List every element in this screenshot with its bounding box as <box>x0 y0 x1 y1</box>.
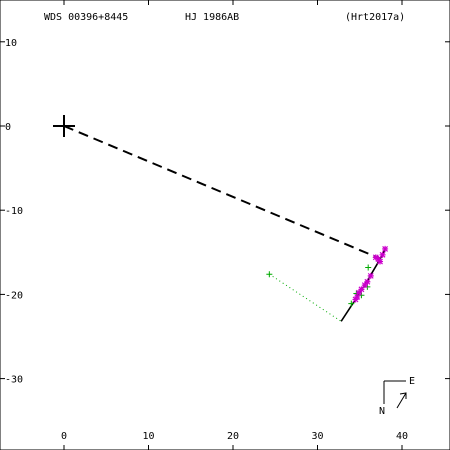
magenta-observation <box>364 278 371 285</box>
observation-marks <box>53 115 389 307</box>
compass-north-label: N <box>379 406 385 417</box>
magenta-observation <box>355 289 362 296</box>
magenta-observation <box>361 282 368 289</box>
y-tick-label: -30 <box>5 375 23 386</box>
y-tick-label: -10 <box>5 206 23 217</box>
header-wds-id: WDS 00396+8445 <box>44 12 128 23</box>
green-observation <box>365 264 372 271</box>
x-tick-label: 10 <box>142 431 154 442</box>
magenta-observation <box>352 296 359 303</box>
compass-rose: E N <box>379 376 415 417</box>
compass-direction-arrow <box>396 392 407 409</box>
x-tick-label: 30 <box>311 431 323 442</box>
magenta-observation <box>372 254 379 261</box>
compass-arrowhead <box>399 392 407 399</box>
node-line <box>63 125 380 260</box>
header-pair-name: HJ 1986AB <box>185 12 239 23</box>
green-observation <box>266 271 273 278</box>
x-tick-label: 40 <box>396 431 408 442</box>
y-tick-label: 0 <box>5 122 11 133</box>
magenta-observation <box>377 258 384 265</box>
green-observation <box>348 300 355 307</box>
x-tick-label: 0 <box>61 431 67 442</box>
magenta-observation <box>367 272 374 279</box>
magenta-observation <box>358 286 365 293</box>
magenta-observation <box>382 245 389 252</box>
compass-east-label: E <box>409 376 415 387</box>
x-tick-label: 20 <box>227 431 239 442</box>
magenta-observation <box>379 251 386 258</box>
y-tick-label: 10 <box>5 38 17 49</box>
header-reference: (Hrt2017a) <box>345 12 405 23</box>
y-tick-label: -20 <box>5 290 23 301</box>
